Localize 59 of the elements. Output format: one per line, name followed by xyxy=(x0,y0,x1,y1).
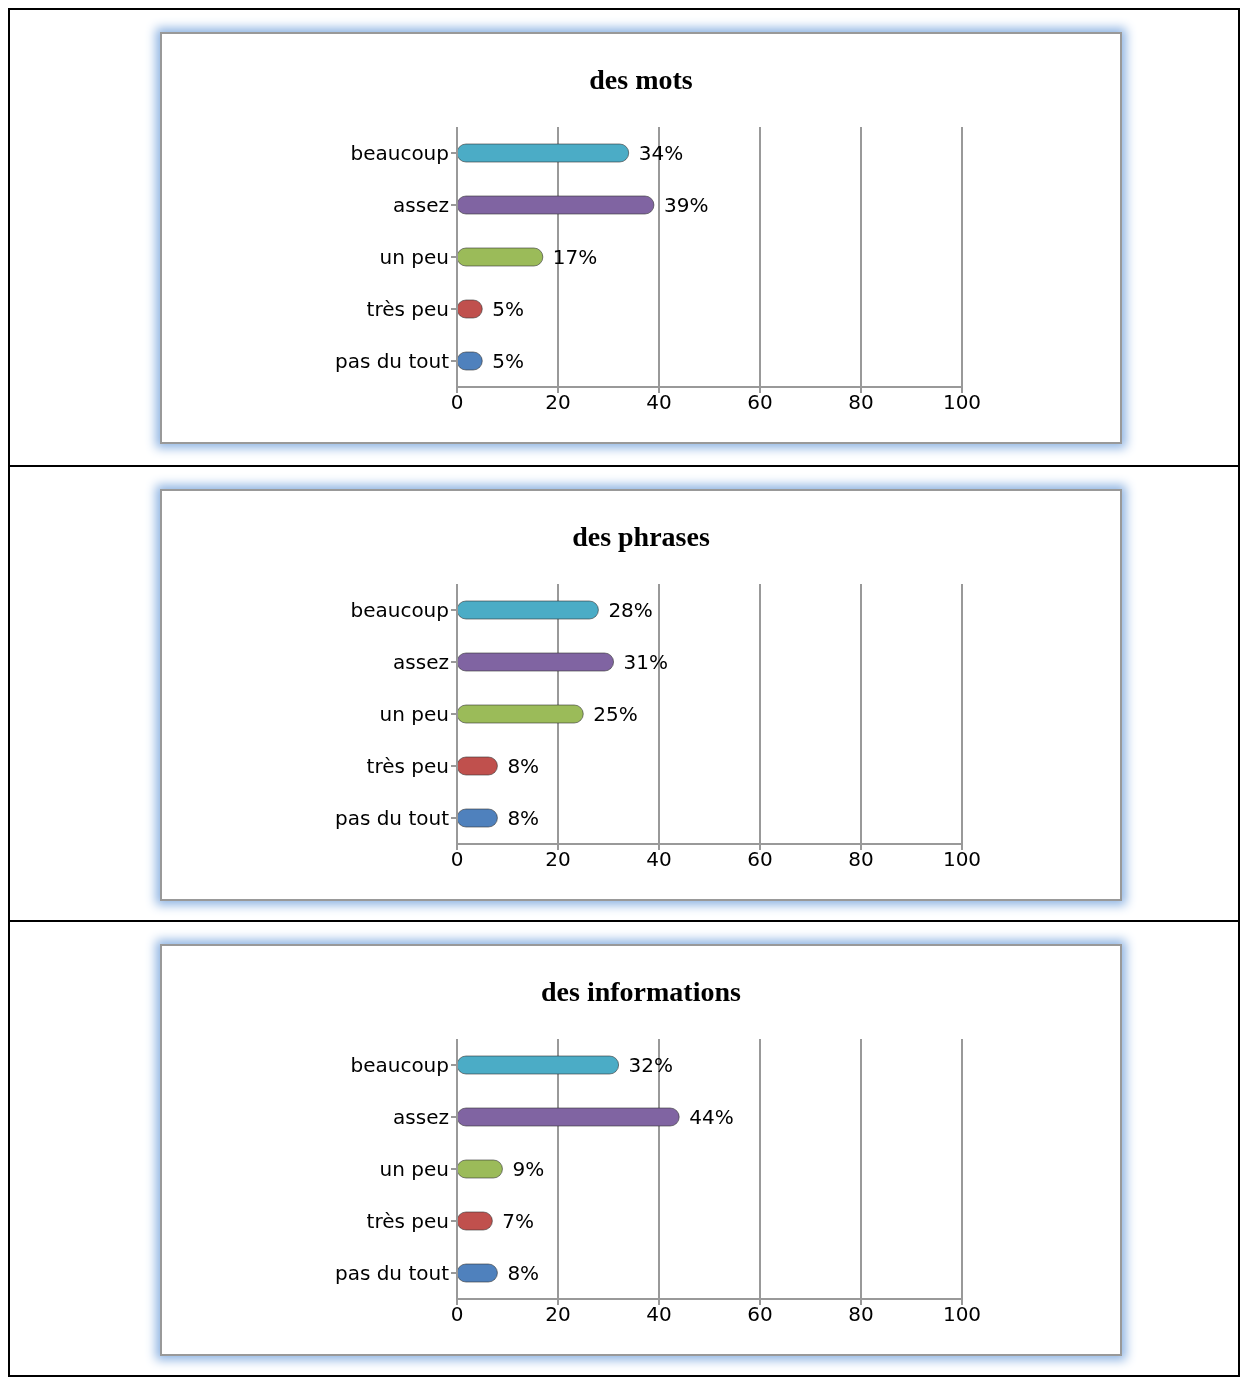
x-tick-label: 20 xyxy=(545,390,571,415)
chart-title: des phrases xyxy=(571,521,711,553)
y-tick-label: très peu xyxy=(366,754,449,779)
x-tick-label: 100 xyxy=(942,390,982,415)
y-tick-label: un peu xyxy=(379,702,449,727)
y-tick-label: assez xyxy=(393,650,449,675)
data-label: 34% xyxy=(638,141,684,166)
x-tick-label: 40 xyxy=(646,847,672,872)
y-tick-label: beaucoup xyxy=(350,598,449,623)
data-label: 31% xyxy=(623,650,668,675)
y-tick-label: très peu xyxy=(366,1209,449,1234)
x-tick-label: 80 xyxy=(848,1302,874,1327)
chart-title: des mots xyxy=(588,64,694,96)
x-tick-label: 20 xyxy=(545,1302,571,1327)
bar xyxy=(457,247,544,267)
bar xyxy=(457,652,614,672)
data-label: 28% xyxy=(608,598,653,623)
x-tick-label: 100 xyxy=(942,1302,982,1327)
y-tick-label: beaucoup xyxy=(350,141,449,166)
y-tick-label: pas du tout xyxy=(334,349,450,374)
bar xyxy=(457,195,655,215)
x-tick-label: 60 xyxy=(747,847,773,872)
x-tick-label: 40 xyxy=(646,1302,672,1327)
bar xyxy=(457,1107,680,1127)
y-tick-label: assez xyxy=(393,1105,449,1130)
y-tick-label: un peu xyxy=(379,1157,449,1182)
data-label: 39% xyxy=(663,193,709,218)
data-label: 44% xyxy=(689,1105,734,1130)
x-tick-label: 80 xyxy=(848,390,874,415)
x-tick-label: 60 xyxy=(747,390,773,415)
chart-title: des informations xyxy=(540,976,742,1008)
x-tick-label: 0 xyxy=(450,847,464,872)
data-label: 5% xyxy=(492,349,524,374)
y-tick-label: assez xyxy=(393,193,449,218)
data-label: 8% xyxy=(507,754,540,779)
data-label: 32% xyxy=(628,1053,674,1078)
x-tick-label: 80 xyxy=(848,847,874,872)
bar xyxy=(457,1055,619,1075)
bar xyxy=(457,704,584,724)
y-tick-label: pas du tout xyxy=(334,1261,450,1286)
x-tick-label: 0 xyxy=(450,1302,464,1327)
x-tick-label: 40 xyxy=(646,390,672,415)
y-tick-label: beaucoup xyxy=(350,1053,449,1078)
data-label: 7% xyxy=(502,1209,535,1234)
data-label: 25% xyxy=(593,702,638,727)
y-tick-label: un peu xyxy=(379,245,449,270)
data-label: 5% xyxy=(492,297,524,322)
x-tick-label: 0 xyxy=(450,390,464,415)
x-tick-label: 20 xyxy=(545,847,571,872)
bar xyxy=(457,143,629,163)
data-label: 8% xyxy=(507,1261,540,1286)
y-tick-label: pas du tout xyxy=(334,806,450,831)
x-tick-label: 60 xyxy=(747,1302,773,1327)
y-tick-label: très peu xyxy=(366,297,449,322)
x-tick-label: 100 xyxy=(942,847,982,872)
data-label: 17% xyxy=(552,245,598,270)
data-label: 9% xyxy=(512,1157,545,1182)
data-label: 8% xyxy=(507,806,540,831)
bar xyxy=(457,600,599,620)
